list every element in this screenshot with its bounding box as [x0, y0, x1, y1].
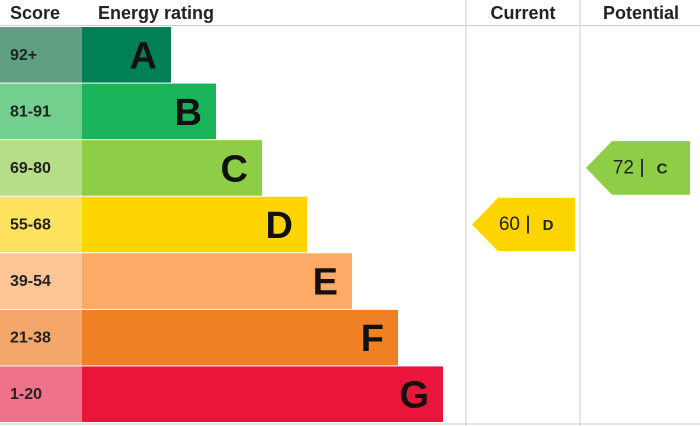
score-label: 21-38 [10, 330, 51, 347]
rating-letter: F [361, 318, 384, 360]
current-value: 60 [499, 214, 520, 235]
rating-bar [82, 253, 352, 309]
score-label: 55-68 [10, 217, 51, 234]
rating-letter: B [175, 92, 202, 134]
score-label: 1-20 [10, 386, 42, 403]
rating-letter: C [221, 148, 248, 190]
rating-letter: G [399, 375, 429, 417]
rating-letter: E [313, 262, 338, 304]
current-letter: D [543, 217, 554, 234]
score-cell [0, 366, 82, 422]
rating-bar [82, 309, 398, 366]
score-label: 92+ [10, 47, 37, 64]
rating-header: Energy rating [98, 3, 214, 23]
score-header: Score [10, 3, 60, 23]
score-cell [0, 309, 82, 366]
rating-bar [82, 196, 307, 253]
score-label: 69-80 [10, 160, 51, 177]
score-cell [0, 196, 82, 253]
rating-bar [82, 140, 262, 196]
rating-bar [82, 83, 216, 140]
rating-letter: A [130, 35, 157, 77]
current-arrow [472, 197, 575, 252]
score-cell [0, 27, 82, 83]
rating-bar [82, 27, 171, 83]
rating-bar [82, 366, 443, 422]
potential-letter: C [657, 160, 668, 177]
score-cell [0, 83, 82, 140]
score-label: 81-91 [10, 103, 51, 120]
score-label: 39-54 [10, 273, 51, 290]
rating-letter: D [266, 205, 293, 247]
potential-arrow [586, 141, 690, 195]
current-header: Current [490, 3, 555, 23]
potential-header: Potential [603, 3, 679, 23]
score-cell [0, 253, 82, 309]
potential-value: 72 [613, 157, 634, 178]
score-cell [0, 140, 82, 196]
